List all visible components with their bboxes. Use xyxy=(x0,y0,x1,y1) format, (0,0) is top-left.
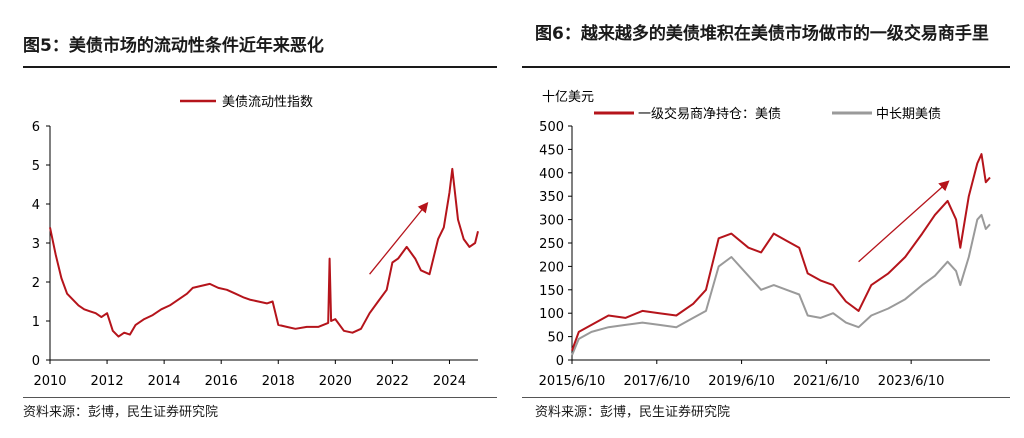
right-y-tick-label: 350 xyxy=(539,190,564,205)
right-trend-arrow xyxy=(858,180,950,263)
left-footer-rule xyxy=(23,397,497,398)
left-x-tick-label: 2016 xyxy=(205,374,238,389)
left-y-tick-label: 2 xyxy=(32,276,40,291)
left-x-tick-label: 2022 xyxy=(376,374,409,389)
left-y-tick-label: 5 xyxy=(32,159,40,174)
right-x-tick-label: 2023/6/10 xyxy=(878,374,945,389)
left-legend-label: 美债流动性指数 xyxy=(222,95,313,110)
left-x-tick-label: 2012 xyxy=(91,374,124,389)
left-title-rule xyxy=(23,66,497,68)
left-trend-arrow xyxy=(369,201,429,275)
right-y-tick-label: 100 xyxy=(539,307,564,322)
left-source-note: 资料来源：彭博，民生证券研究院 xyxy=(23,405,219,420)
right-chart-plot: 十亿美元 0 50 100 150 200 250 300 350 400 450 500 2015/6… xyxy=(539,90,991,389)
left-y-tick-label: 4 xyxy=(32,198,40,213)
left-x-tick-label: 2020 xyxy=(319,374,352,389)
right-y-tick-label: 400 xyxy=(539,167,564,182)
right-y-tick-label: 300 xyxy=(539,214,564,229)
left-y-tick-label: 0 xyxy=(32,354,40,369)
right-y-tick-label: 150 xyxy=(539,284,564,299)
left-x-tick-label: 2010 xyxy=(33,374,66,389)
right-y-tick-label: 200 xyxy=(539,260,564,275)
right-x-tick-label: 2015/6/10 xyxy=(539,374,606,389)
right-y-tick-label: 450 xyxy=(539,143,564,158)
left-x-tick-label: 2014 xyxy=(148,374,181,389)
left-chart-panel: 图5：美债市场的流动性条件近年来恶化 0 1 2 3 4 5 6 2010 2012 2014 20… xyxy=(23,36,497,420)
right-y-tick-label: 50 xyxy=(547,331,564,346)
right-x-tick-label: 2019/6/10 xyxy=(708,374,775,389)
right-x-tick-label: 2017/6/10 xyxy=(623,374,690,389)
left-x-tick-label: 2024 xyxy=(433,374,466,389)
left-series-line-liquidity-index xyxy=(49,167,479,338)
right-legend-label-1: 一级交易商净持仓：美债 xyxy=(638,106,781,122)
left-x-tick-label: 2018 xyxy=(262,374,295,389)
right-y-unit-label: 十亿美元 xyxy=(542,90,594,105)
right-series-line-primary-dealer xyxy=(571,153,991,351)
right-x-tick-label: 2021/6/10 xyxy=(793,374,860,389)
right-title-rule xyxy=(522,66,1010,68)
left-y-tick-label: 6 xyxy=(32,120,40,135)
left-y-tick-label: 3 xyxy=(32,237,40,252)
right-y-tick-label: 0 xyxy=(556,354,564,369)
right-chart-title: 图6：越来越多的美债堆积在美债市场做市的一级交易商手里 xyxy=(535,24,989,44)
right-chart-panel: 图6：越来越多的美债堆积在美债市场做市的一级交易商手里 十亿美元 0 50 100 15… xyxy=(512,0,1024,438)
left-y-tick-label: 1 xyxy=(32,315,40,330)
right-series-line-coupon-treasuries xyxy=(571,213,991,356)
right-footer-rule xyxy=(522,397,1010,398)
left-chart-title: 图5：美债市场的流动性条件近年来恶化 xyxy=(23,36,324,56)
right-y-tick-label: 250 xyxy=(539,237,564,252)
left-chart-plot: 0 1 2 3 4 5 6 2010 2012 2014 2016 2018 2020 2022 2024 美… xyxy=(32,95,479,389)
right-y-tick-label: 500 xyxy=(539,120,564,135)
right-source-note: 资料来源：彭博，民生证券研究院 xyxy=(535,405,731,420)
right-legend-label-2: 中长期美债 xyxy=(876,107,941,122)
